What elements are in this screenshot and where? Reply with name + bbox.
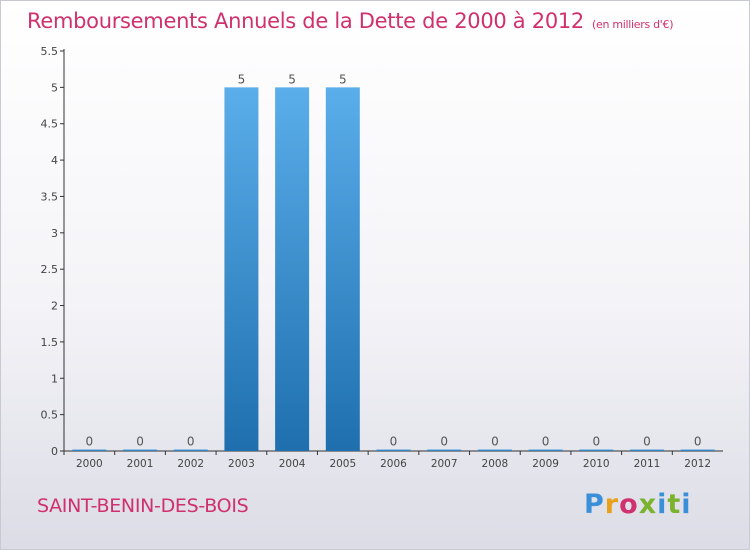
bar-2008	[477, 449, 512, 451]
x-tick-label: 2005	[329, 458, 356, 470]
data-label-2003: 5	[238, 72, 246, 86]
x-tick-label: 2007	[431, 458, 458, 470]
data-label-2002: 0	[187, 435, 195, 449]
data-label-2010: 0	[592, 435, 600, 449]
bar-2012	[680, 449, 715, 451]
bar-2010	[579, 449, 614, 451]
x-tick-label: 2008	[482, 458, 509, 470]
brand-letter: r	[604, 489, 620, 520]
commune-name: SAINT-BENIN-DES-BOIS	[37, 495, 249, 517]
y-tick-label: 1.5	[41, 336, 59, 349]
bar-2009	[528, 449, 563, 451]
data-label-2005: 5	[339, 72, 347, 86]
bar-2006	[376, 449, 411, 451]
brand-letter: i	[681, 489, 692, 520]
bar-2011	[629, 449, 664, 451]
x-tick-label: 2009	[532, 458, 559, 470]
y-tick-label: 3.5	[41, 190, 59, 203]
data-label-2009: 0	[542, 435, 550, 449]
y-tick-label: 3	[51, 227, 58, 240]
bar-2002	[173, 449, 208, 451]
brand-logo: Proxiti	[584, 489, 692, 520]
y-tick-label: 4	[51, 154, 58, 167]
x-tick-label: 2010	[583, 458, 610, 470]
x-tick-label: 2004	[279, 458, 306, 470]
x-tick-label: 2000	[76, 458, 103, 470]
bars	[72, 87, 715, 451]
data-label-2001: 0	[136, 435, 144, 449]
brand-letter: P	[584, 489, 605, 520]
data-label-2007: 0	[440, 435, 448, 449]
chart-title: Remboursements Annuels de la Dette de 20…	[27, 9, 673, 33]
x-tick-label: 2012	[684, 458, 711, 470]
brand-letter: t	[667, 489, 682, 520]
bar-2004	[275, 87, 310, 451]
x-tick-label: 2006	[380, 458, 407, 470]
data-label-2006: 0	[390, 435, 398, 449]
data-label-2011: 0	[643, 435, 651, 449]
bar-2001	[123, 449, 158, 451]
bar-2003	[224, 87, 259, 451]
bar-2000	[72, 449, 107, 451]
x-tick-label: 2001	[127, 458, 154, 470]
data-label-2000: 0	[86, 435, 94, 449]
bar-2007	[427, 449, 462, 451]
y-tick-label: 0.5	[41, 409, 59, 422]
data-labels: 0 0 0 5 5 5 0 0 0 0 0 0 0	[86, 72, 702, 448]
y-tick-label: 5	[51, 81, 58, 94]
x-tick-label: 2003	[228, 458, 255, 470]
x-tick-label: 2002	[177, 458, 204, 470]
axes: 0 0.5 1 1.5 2 2.5 3 3.5 4 4.5 5 5.5 2000 2001 2002 2003…	[41, 45, 723, 470]
y-tick-label: 4.5	[41, 118, 59, 131]
y-tick-label: 2.5	[41, 263, 59, 276]
data-label-2012: 0	[694, 435, 702, 449]
y-tick-label: 2	[51, 300, 58, 313]
chart-unit: (en milliers d'€)	[592, 18, 674, 31]
y-tick-label: 1	[51, 372, 58, 385]
data-label-2004: 5	[288, 72, 296, 86]
x-tick-label: 2011	[634, 458, 661, 470]
bar-2005	[325, 87, 360, 451]
data-label-2008: 0	[491, 435, 499, 449]
y-tick-label: 0	[51, 445, 58, 458]
chart-title-text: Remboursements Annuels de la Dette de 20…	[27, 9, 584, 33]
brand-letter: o	[619, 489, 639, 520]
brand-letter: x	[638, 489, 658, 520]
brand-letter: i	[657, 489, 668, 520]
y-tick-label: 5.5	[41, 45, 59, 58]
